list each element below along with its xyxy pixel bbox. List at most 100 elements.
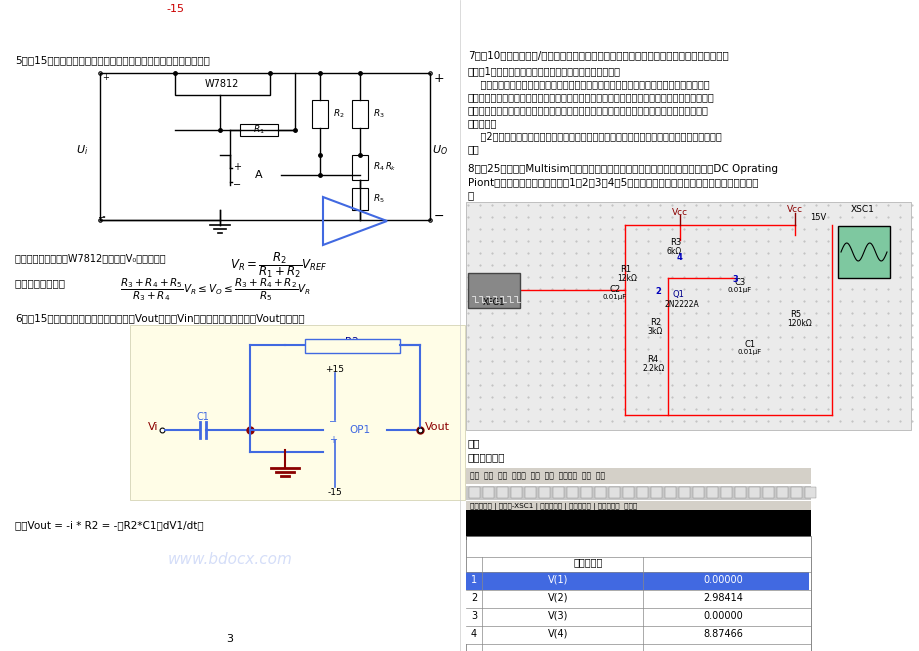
Text: 0.01μF: 0.01μF xyxy=(727,287,752,293)
Text: OP1: OP1 xyxy=(349,425,370,435)
Text: 另外分析。: 另外分析。 xyxy=(468,118,497,128)
Bar xyxy=(496,487,507,498)
Text: 7、（10分）一般反相/同相放大电路中都会有一个平衡电阻，这个平衡电阻的作用是什么呢: 7、（10分）一般反相/同相放大电路中都会有一个平衡电阻，这个平衡电阻的作用是什… xyxy=(468,50,728,60)
Text: 8.87466: 8.87466 xyxy=(702,629,743,639)
Text: −: − xyxy=(98,213,106,223)
Text: $-$: $-$ xyxy=(328,415,337,425)
Bar xyxy=(595,487,606,498)
Bar xyxy=(312,100,328,128)
Bar xyxy=(466,486,811,500)
Text: $R_5$: $R_5$ xyxy=(372,193,384,205)
Text: 在图中所示电路中，W7812的输出为V₀，基准电压: 在图中所示电路中，W7812的输出为V₀，基准电压 xyxy=(15,253,172,263)
Text: +: + xyxy=(233,162,241,172)
Text: -15: -15 xyxy=(165,4,184,14)
Text: XFG1: XFG1 xyxy=(482,298,505,307)
Bar xyxy=(466,468,811,484)
Text: $R_3$: $R_3$ xyxy=(372,108,384,120)
Text: 120kΩ: 120kΩ xyxy=(786,319,811,328)
Text: Q1: Q1 xyxy=(673,290,684,299)
Text: $-$: $-$ xyxy=(233,178,242,188)
Text: 衡。: 衡。 xyxy=(468,144,479,154)
Bar xyxy=(352,155,368,180)
Text: $U_O$: $U_O$ xyxy=(432,143,448,157)
Bar xyxy=(539,487,550,498)
Text: Vi: Vi xyxy=(148,422,158,432)
Text: 0.01μF: 0.01μF xyxy=(602,294,627,300)
Text: A: A xyxy=(255,170,263,180)
Text: 答：（1）为芯片内部的晶体管提供一个合适的静态偏置。: 答：（1）为芯片内部的晶体管提供一个合适的静态偏置。 xyxy=(468,66,620,76)
Text: C1: C1 xyxy=(744,340,755,349)
Text: 。: 。 xyxy=(468,190,473,200)
Text: $V_R = \dfrac{R_2}{R_1+R_2} V_{REF}$: $V_R = \dfrac{R_2}{R_1+R_2} V_{REF}$ xyxy=(230,250,327,280)
Text: +: + xyxy=(329,435,336,445)
Bar xyxy=(466,590,808,608)
Text: $R_4$: $R_4$ xyxy=(372,161,384,173)
Bar xyxy=(525,487,536,498)
Text: R3: R3 xyxy=(669,238,680,247)
Text: 4: 4 xyxy=(676,253,682,262)
Text: +: + xyxy=(434,72,444,85)
Bar xyxy=(482,487,494,498)
Text: 1: 1 xyxy=(471,575,477,585)
Bar xyxy=(482,550,692,565)
Bar xyxy=(468,273,519,308)
Text: 5、（15分）试分析下图所示可调直流稳压源电路的输出电压表达式: 5、（15分）试分析下图所示可调直流稳压源电路的输出电压表达式 xyxy=(15,55,210,65)
Text: −: − xyxy=(434,210,444,223)
Text: $R_1$: $R_1$ xyxy=(253,124,265,136)
Text: 直流工作点 | 示波器-XSC1 | 直流工作点 | 直流工作点 | 直流工作点  直流工: 直流工作点 | 示波器-XSC1 | 直流工作点 | 直流工作点 | 直流工作点… xyxy=(470,503,637,510)
Text: 0.01μF: 0.01μF xyxy=(737,349,762,355)
Bar xyxy=(466,501,811,514)
Bar xyxy=(466,608,808,626)
Text: 2.98414: 2.98414 xyxy=(702,593,743,603)
Text: +: + xyxy=(102,72,108,81)
Bar xyxy=(466,510,811,540)
Text: Vout: Vout xyxy=(425,422,449,432)
Text: R1: R1 xyxy=(619,265,630,274)
Text: 答：Vout = -i * R2 = -（R2*C1）dV1/dt；: 答：Vout = -i * R2 = -（R2*C1）dV1/dt； xyxy=(15,520,203,530)
Text: +15: +15 xyxy=(325,365,344,374)
Bar xyxy=(466,536,811,651)
Text: 0.00000: 0.00000 xyxy=(702,575,742,585)
Bar xyxy=(581,487,591,498)
Text: 2N2222A: 2N2222A xyxy=(664,300,699,309)
Bar xyxy=(734,487,745,498)
Text: $\bar{}$: $\bar{}$ xyxy=(102,212,107,221)
Bar xyxy=(352,100,368,128)
Bar xyxy=(837,226,889,278)
Text: 15V: 15V xyxy=(809,214,825,223)
Bar xyxy=(622,487,633,498)
Text: 6kΩ: 6kΩ xyxy=(666,247,682,256)
Text: 输出电压的表达式: 输出电压的表达式 xyxy=(15,278,73,288)
Text: V(2): V(2) xyxy=(547,593,568,603)
Bar xyxy=(720,487,732,498)
Text: V(4): V(4) xyxy=(547,629,568,639)
Text: 6、（15分）分析如下图所示电路的输出Vout和输入Vin的关系，写出输出电压Vout表达式。: 6、（15分）分析如下图所示电路的输出Vout和输入Vin的关系，写出输出电压V… xyxy=(15,313,304,323)
Text: 12kΩ: 12kΩ xyxy=(617,274,636,283)
Text: 2: 2 xyxy=(471,593,477,603)
Bar xyxy=(466,202,910,430)
Text: XSC1: XSC1 xyxy=(850,205,874,214)
Bar xyxy=(240,124,278,136)
Text: 引脚被直接接接到了电源或者地，它的自动调节功能就不正常了，因为芯片内部的晶体管无法抬: 引脚被直接接接到了电源或者地，它的自动调节功能就不正常了，因为芯片内部的晶体管无… xyxy=(468,92,714,102)
Bar xyxy=(777,487,788,498)
Bar xyxy=(552,487,563,498)
Bar xyxy=(804,487,815,498)
Bar xyxy=(762,487,773,498)
Text: （2）消除静态基极电流对输出电压的影响，大小应与两输入端外界直流通路的等效电阻值平: （2）消除静态基极电流对输出电压的影响，大小应与两输入端外界直流通路的等效电阻值… xyxy=(468,131,721,141)
Text: 文件  编辑  视图  曲线图  光迹  光标  符号说明  工具  帮助: 文件 编辑 视图 曲线图 光迹 光标 符号说明 工具 帮助 xyxy=(470,471,605,480)
Text: 输出结果为：: 输出结果为： xyxy=(468,452,505,462)
Text: 0.00000: 0.00000 xyxy=(702,611,742,621)
Text: 3: 3 xyxy=(732,275,737,284)
Text: 2: 2 xyxy=(654,288,660,296)
Text: 4: 4 xyxy=(471,629,477,639)
Text: 高地线的电压，也无法拉低电源的电压，这就导致芯片不能满足虚短、虚断的条件，电路需要: 高地线的电压，也无法拉低电源的电压，这就导致芯片不能满足虚短、虚断的条件，电路需… xyxy=(468,105,709,115)
Text: C3: C3 xyxy=(734,278,745,287)
Text: $U_i$: $U_i$ xyxy=(75,143,88,157)
Bar xyxy=(305,339,400,353)
Bar xyxy=(706,487,717,498)
Bar xyxy=(664,487,675,498)
Bar xyxy=(566,487,577,498)
Text: $R_k$: $R_k$ xyxy=(384,161,396,173)
Text: C1: C1 xyxy=(197,412,210,422)
Text: 3kΩ: 3kΩ xyxy=(646,327,662,336)
